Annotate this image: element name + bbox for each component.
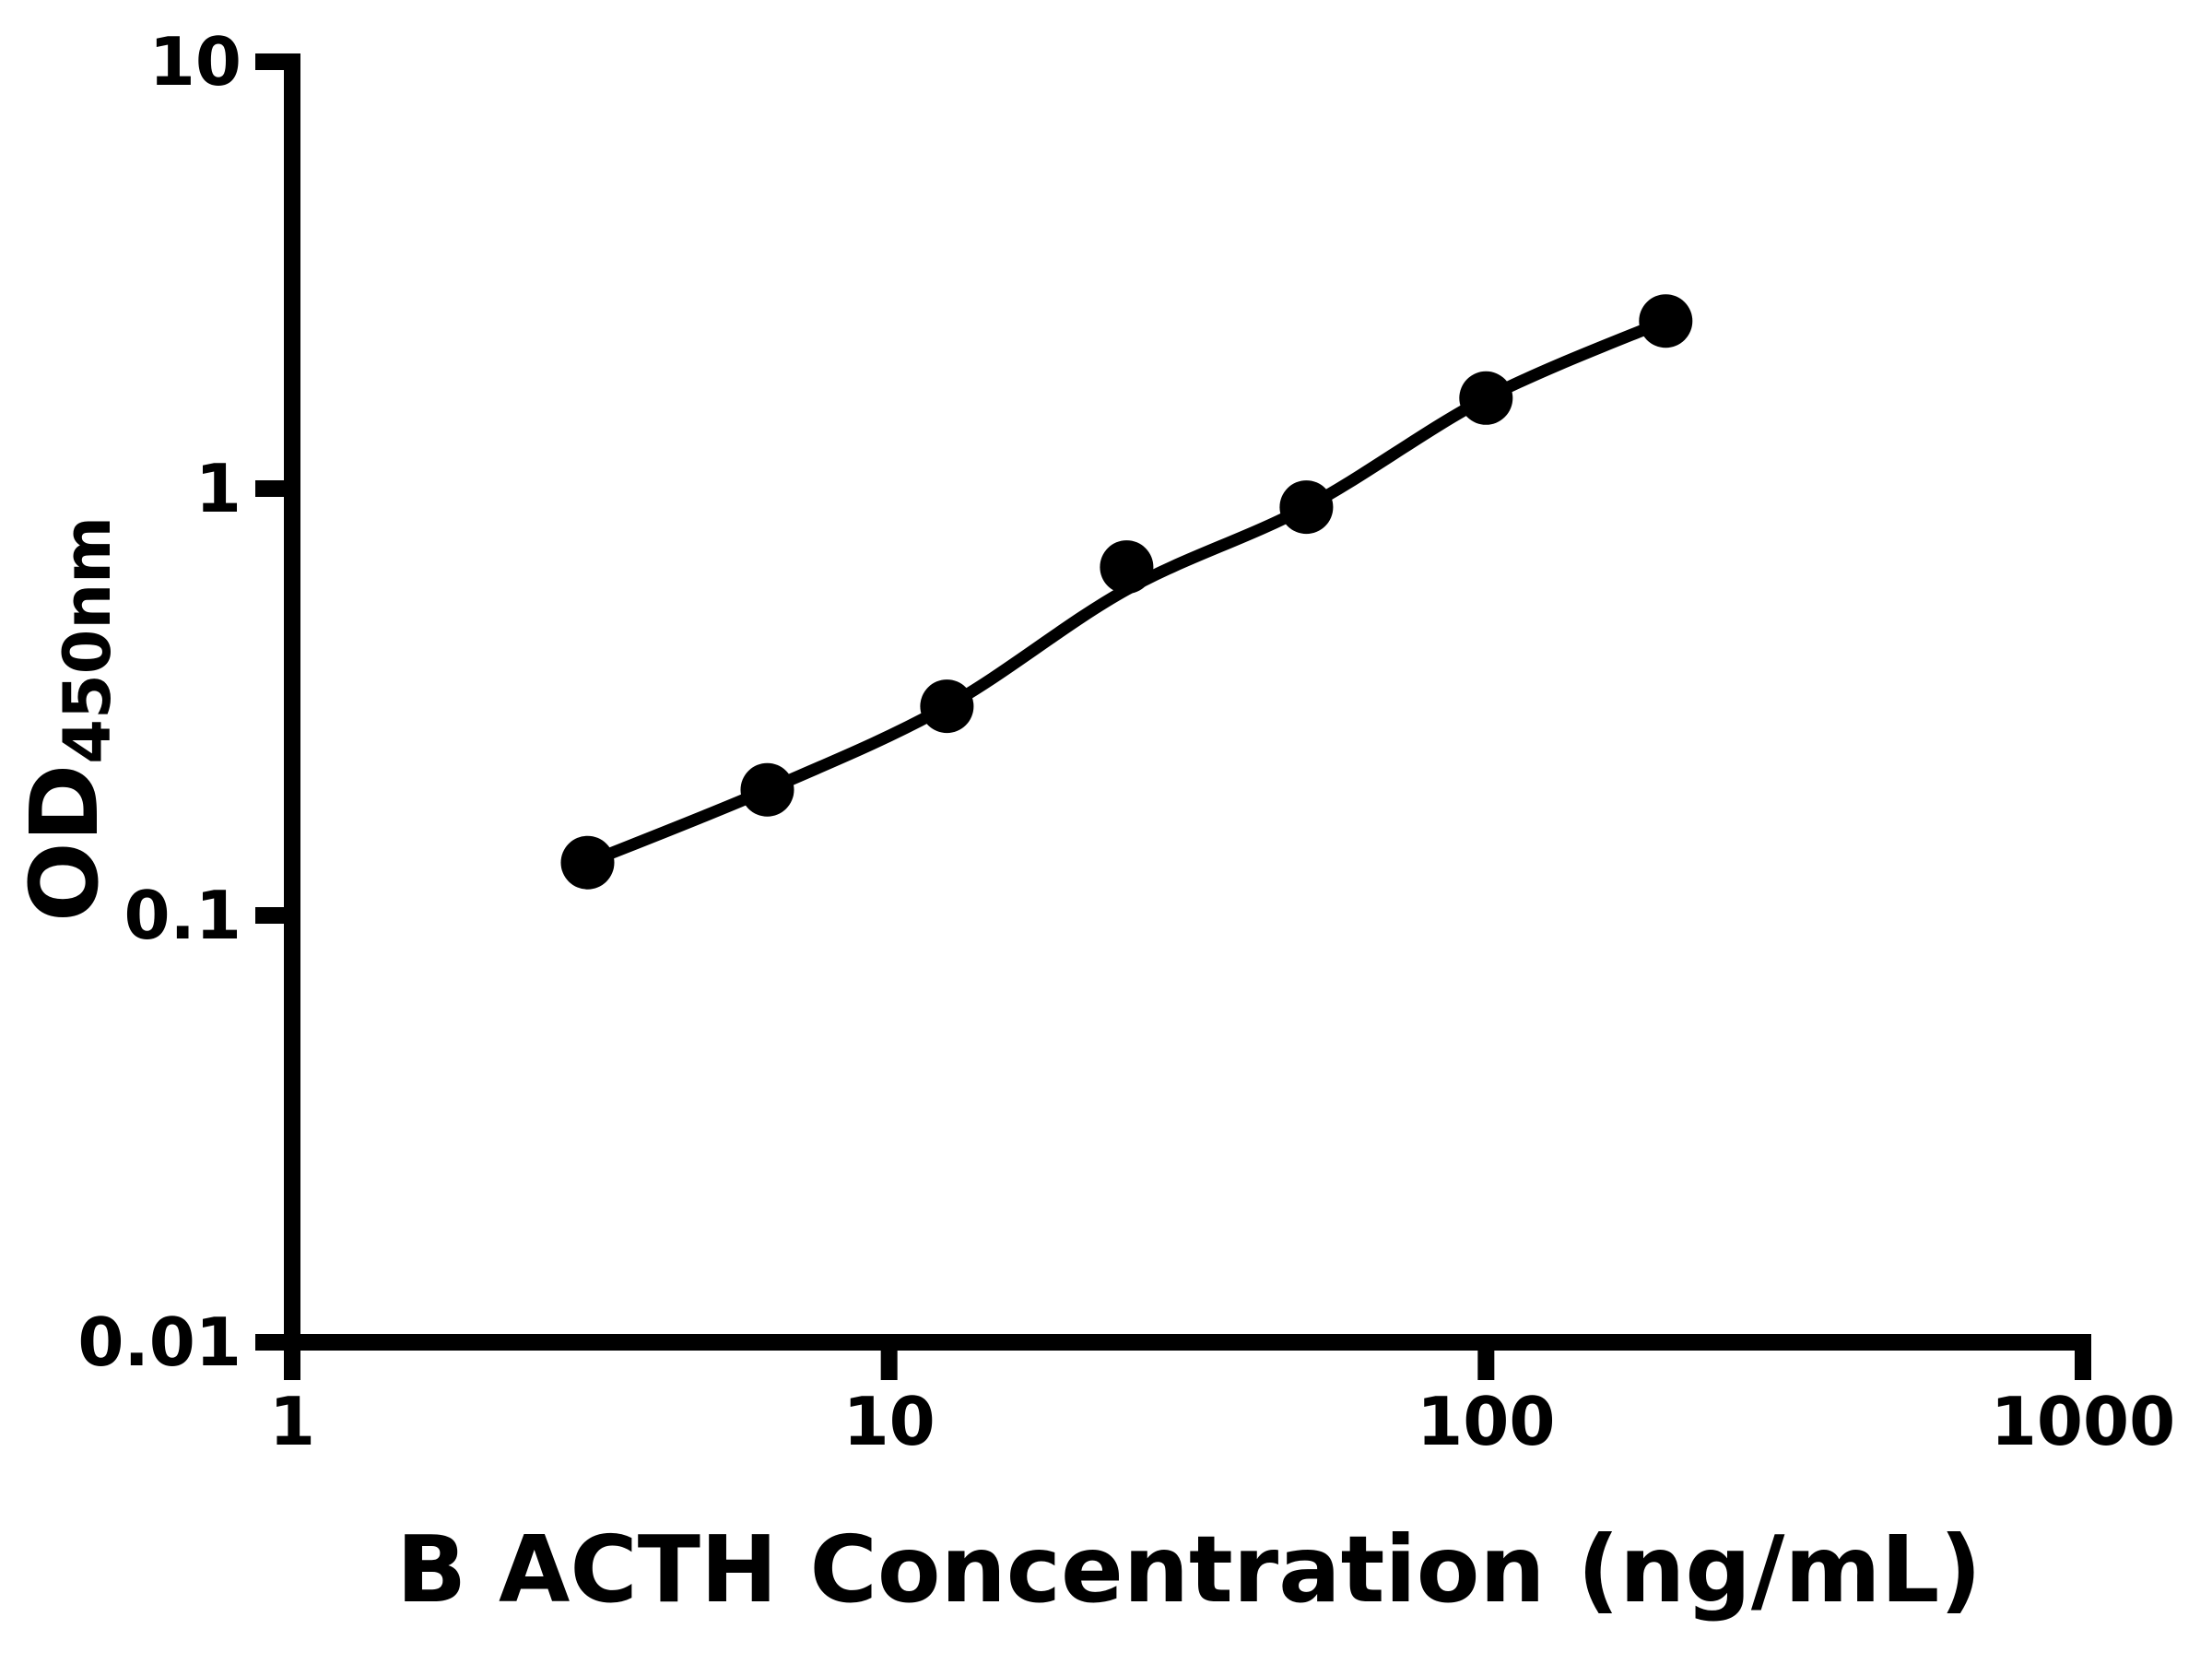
y-axis-title-main: OD <box>10 764 120 922</box>
y-tick-label: 0.01 <box>77 1304 241 1381</box>
axes-frame <box>255 53 2091 1380</box>
data-point <box>740 762 794 817</box>
x-tick-label: 10 <box>843 1383 935 1460</box>
x-axis-title: B ACTH Concentration (ng/mL) <box>396 1516 1982 1623</box>
y-axis-title-subscript: 450nm <box>50 516 125 764</box>
y-tick-label: 1 <box>195 450 241 527</box>
tick-marks <box>255 53 2091 1380</box>
data-points <box>560 294 1693 890</box>
data-point <box>1459 371 1513 425</box>
data-point <box>1279 480 1334 535</box>
data-point <box>1639 294 1693 348</box>
x-tick-label: 1000 <box>1991 1383 2175 1460</box>
data-point <box>1100 540 1154 595</box>
data-point <box>560 835 615 890</box>
x-tick-label: 100 <box>1417 1383 1555 1460</box>
y-tick-label: 10 <box>149 23 241 100</box>
y-tick-label: 0.1 <box>124 877 241 954</box>
tick-labels: 10 1 0.1 0.01 1 10 100 1000 <box>77 23 2175 1460</box>
data-point <box>920 679 974 734</box>
y-axis-title: OD450nm <box>10 516 125 922</box>
x-tick-label: 1 <box>269 1383 315 1460</box>
